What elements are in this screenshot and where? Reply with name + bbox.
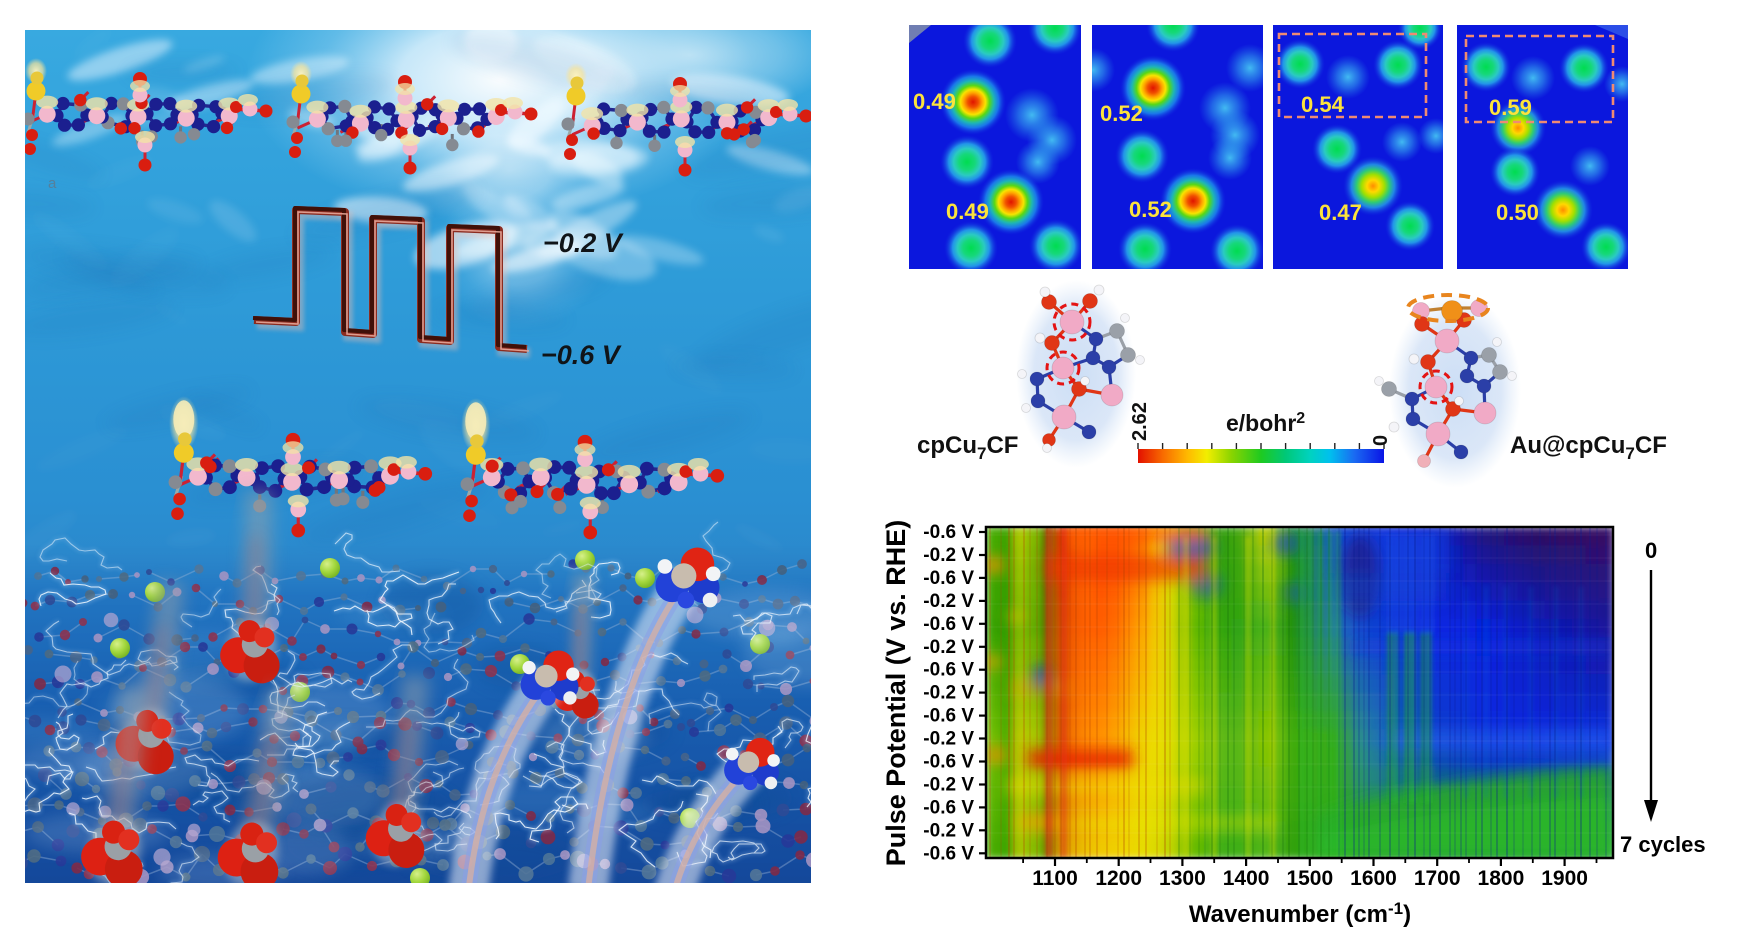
svg-text:-0.6 V: -0.6 V xyxy=(923,568,974,589)
svg-text:1700: 1700 xyxy=(1414,867,1461,890)
svg-text:-0.6 V: -0.6 V xyxy=(923,843,974,864)
svg-text:0.47: 0.47 xyxy=(1319,200,1362,225)
svg-text:1800: 1800 xyxy=(1478,867,1525,890)
svg-text:0.49: 0.49 xyxy=(946,199,989,224)
svg-text:Pulse Potential (V vs. RHE): Pulse Potential (V vs. RHE) xyxy=(881,520,911,867)
svg-text:-0.6 V: -0.6 V xyxy=(923,660,974,681)
svg-text:1200: 1200 xyxy=(1095,867,1142,890)
svg-text:-0.2 V: -0.2 V xyxy=(923,775,974,796)
svg-text:2.62: 2.62 xyxy=(1129,402,1151,441)
svg-text:1300: 1300 xyxy=(1159,867,1206,890)
svg-text:0.54: 0.54 xyxy=(1301,92,1345,117)
svg-text:0: 0 xyxy=(1370,435,1392,446)
svg-text:-0.2 V: -0.2 V xyxy=(923,729,974,750)
svg-text:−0.6 V: −0.6 V xyxy=(541,340,622,370)
svg-text:-0.2 V: -0.2 V xyxy=(923,683,974,704)
svg-text:-0.2 V: -0.2 V xyxy=(923,545,974,566)
svg-text:-0.6 V: -0.6 V xyxy=(923,797,974,818)
svg-text:−0.2 V: −0.2 V xyxy=(543,228,624,258)
svg-text:7 cycles: 7 cycles xyxy=(1620,832,1706,857)
svg-text:-0.6 V: -0.6 V xyxy=(923,614,974,635)
svg-text:0.52: 0.52 xyxy=(1100,101,1143,126)
svg-text:cpCu7CF: cpCu7CF xyxy=(917,432,1018,463)
svg-text:Au@cpCu7CF: Au@cpCu7CF xyxy=(1510,432,1667,463)
svg-text:e/bohr2: e/bohr2 xyxy=(1226,410,1305,436)
svg-text:1400: 1400 xyxy=(1223,867,1270,890)
svg-text:0.50: 0.50 xyxy=(1496,200,1539,225)
svg-text:0.52: 0.52 xyxy=(1129,197,1172,222)
svg-text:-0.6 V: -0.6 V xyxy=(923,752,974,773)
svg-text:0.49: 0.49 xyxy=(913,89,956,114)
svg-text:0.59: 0.59 xyxy=(1489,95,1532,120)
svg-text:-0.2 V: -0.2 V xyxy=(923,591,974,612)
svg-text:a: a xyxy=(48,175,57,192)
svg-text:1500: 1500 xyxy=(1286,867,1333,890)
svg-text:-0.6 V: -0.6 V xyxy=(923,706,974,727)
svg-text:1600: 1600 xyxy=(1350,867,1397,890)
svg-text:-0.2 V: -0.2 V xyxy=(923,637,974,658)
svg-text:1100: 1100 xyxy=(1032,867,1078,890)
svg-text:0: 0 xyxy=(1645,538,1657,563)
svg-text:1900: 1900 xyxy=(1541,867,1588,890)
svg-text:-0.6 V: -0.6 V xyxy=(923,522,974,543)
svg-text:Wavenumber (cm-1): Wavenumber (cm-1) xyxy=(1189,899,1411,928)
svg-text:-0.2 V: -0.2 V xyxy=(923,820,974,841)
